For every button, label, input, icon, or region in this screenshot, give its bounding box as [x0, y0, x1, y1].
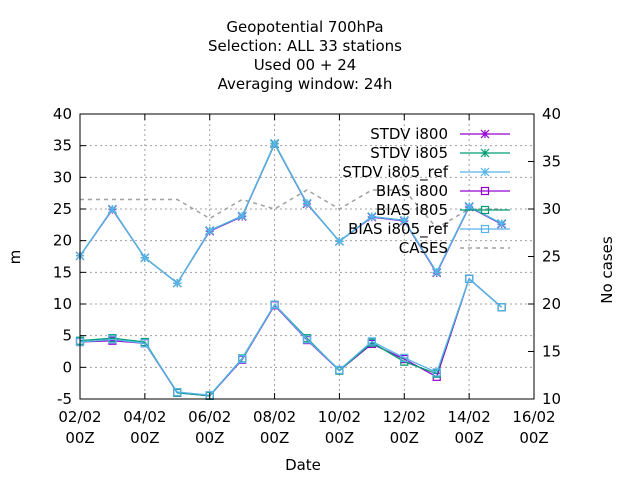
y-tick-label: -5 — [57, 390, 72, 408]
series-line — [79, 141, 502, 285]
y-tick-label: 20 — [53, 232, 72, 250]
legend-marker — [480, 129, 490, 139]
legend-marker — [480, 186, 490, 196]
series-line — [80, 189, 502, 229]
data-point — [270, 300, 279, 309]
plot-frame — [79, 113, 535, 400]
series-5 — [75, 274, 506, 400]
y2-tick-label: 15 — [542, 343, 561, 361]
x-tick-label-time: 00Z — [195, 429, 224, 447]
legend-label: CASES — [399, 239, 448, 257]
legend-label: BIAS i805 — [376, 201, 448, 219]
x-tick-label: 10/02 — [318, 408, 361, 426]
legend-label: BIAS i805_ref — [348, 220, 449, 239]
title-line-3: Used 00 + 24 — [254, 56, 357, 74]
data-point — [108, 335, 117, 344]
y2-axis-label: No cases — [598, 236, 616, 304]
legend-label: STDV i805_ref — [342, 163, 448, 182]
data-point — [335, 236, 344, 246]
y2-tick-label: 35 — [542, 153, 561, 171]
data-point — [464, 202, 474, 211]
data-point — [140, 253, 150, 263]
data-point — [302, 335, 312, 344]
x-tick-label: 02/02 — [58, 408, 101, 426]
legend-marker — [480, 148, 490, 158]
x-tick-label-time: 00Z — [130, 429, 159, 447]
y-tick-label: 15 — [53, 263, 72, 281]
y2-tick-label: 10 — [542, 390, 561, 408]
series-line — [79, 277, 503, 397]
data-series — [75, 138, 506, 400]
x-tick-label: 14/02 — [448, 408, 491, 426]
data-point — [238, 355, 247, 364]
x-tick-label: 08/02 — [253, 408, 296, 426]
data-point — [270, 138, 279, 148]
series-line — [79, 277, 503, 396]
y2-tick-label: 30 — [542, 200, 561, 218]
legend-label: STDV i805 — [370, 144, 448, 162]
y-tick-label: 35 — [53, 137, 72, 155]
y-tick-label: 5 — [62, 327, 72, 345]
axis-ticks: 02/02 00Z 04/02 00Z 06/02 00Z 08/02 00Z 10/02 00Z… — [53, 105, 561, 447]
x-tick-label: 12/02 — [383, 408, 426, 426]
data-point — [237, 211, 247, 221]
x-tick-label-time: 00Z — [519, 429, 548, 447]
x-tick-label: 04/02 — [123, 408, 166, 426]
series-2 — [75, 138, 506, 288]
series-line — [79, 277, 503, 397]
y-tick-label: 30 — [53, 168, 72, 186]
legend-marker — [480, 224, 490, 234]
legend-marker — [480, 167, 490, 177]
x-tick-label-time: 00Z — [65, 429, 94, 447]
chart-title: Geopotential 700hPa Selection: ALL 33 st… — [208, 18, 402, 93]
data-point — [172, 278, 182, 288]
data-point — [367, 337, 376, 346]
data-point — [205, 226, 215, 235]
legend-marker — [480, 205, 490, 215]
y2-tick-label: 25 — [542, 248, 561, 266]
title-line-1: Geopotential 700hPa — [226, 18, 383, 36]
data-point — [108, 204, 117, 214]
series-3 — [75, 274, 506, 400]
data-point — [399, 215, 409, 225]
y-tick-label: 40 — [53, 105, 72, 123]
data-point — [140, 339, 149, 348]
y-tick-label: 10 — [53, 295, 72, 313]
data-point — [432, 368, 441, 377]
title-line-2: Selection: ALL 33 stations — [208, 37, 402, 55]
x-tick-label-time: 00Z — [454, 429, 483, 447]
y-tick-label: 25 — [53, 200, 72, 218]
data-point — [335, 365, 344, 374]
y-tick-label: 0 — [62, 358, 72, 376]
data-point — [367, 212, 377, 222]
x-tick-label: 16/02 — [512, 408, 555, 426]
data-point — [465, 274, 474, 283]
y2-tick-label: 40 — [542, 105, 561, 123]
y2-tick-label: 20 — [542, 295, 561, 313]
title-line-4: Averaging window: 24h — [218, 75, 393, 93]
data-point — [173, 387, 182, 397]
data-point — [302, 198, 312, 208]
x-tick-label-time: 00Z — [260, 429, 289, 447]
legend-label: BIAS i800 — [376, 182, 448, 200]
x-tick-label-time: 00Z — [325, 429, 354, 447]
data-point — [497, 303, 506, 312]
data-point — [400, 353, 409, 362]
y-axis-label: m — [6, 250, 24, 265]
grid — [80, 114, 534, 399]
x-axis-label: Date — [285, 456, 321, 474]
legend-label: STDV i800 — [370, 125, 448, 143]
series-6 — [80, 189, 502, 229]
x-tick-label: 06/02 — [188, 408, 231, 426]
data-point — [497, 219, 506, 228]
data-point — [432, 267, 442, 277]
cases-series — [80, 189, 502, 229]
x-tick-label-time: 00Z — [390, 429, 419, 447]
